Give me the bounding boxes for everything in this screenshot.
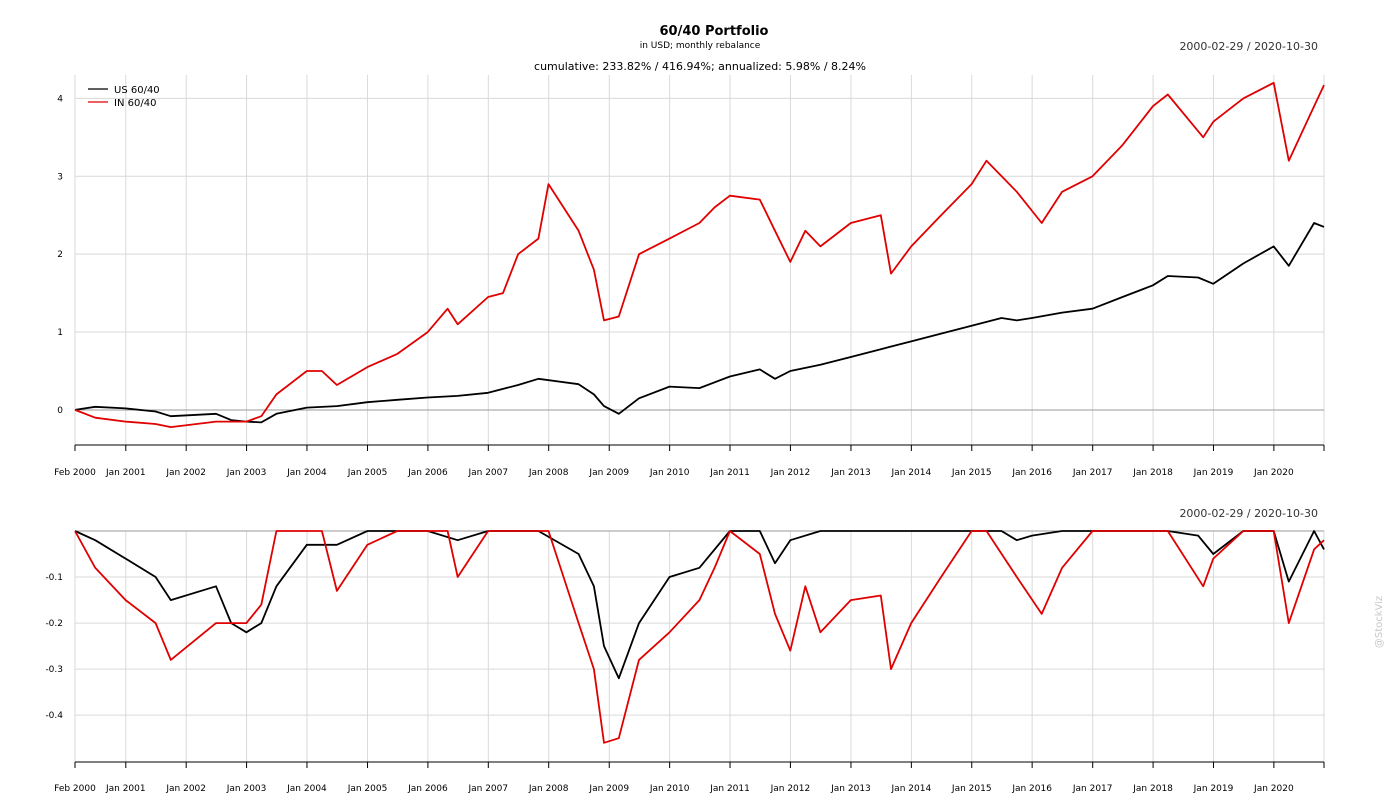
x-tick-label: Jan 2017 [1072,784,1113,794]
x-tick-label: Jan 2013 [830,468,871,478]
bottom-grid [74,530,1325,762]
drawdown-panel: Feb 2000 Jan 2001 Jan 2002 Jan 2003 Jan 2004… [45,530,1325,794]
x-tick-label: Jan 2020 [1253,784,1294,794]
x-tick-label: Jan 2005 [347,468,388,478]
date-range-top: 2000-02-29 / 2020-10-30 [1179,40,1318,53]
x-tick-label: Jan 2003 [226,468,267,478]
bottom-y-axis: -0.1 -0.2 -0.3 -0.4 [45,573,63,721]
legend-label-in: IN 60/40 [114,98,156,109]
y-tick-label: 0 [57,406,63,416]
x-tick-label: Jan 2001 [105,468,146,478]
x-tick-label: Jan 2006 [407,468,448,478]
x-tick-label: Jan 2020 [1253,468,1294,478]
series-line-in-60-40 [74,81,1325,429]
x-tick-label: Jan 2019 [1193,784,1234,794]
top-grid [74,75,1325,445]
x-tick-label: Feb 2000 [54,468,96,478]
x-tick-label: Jan 2018 [1132,784,1173,794]
x-tick-label: Jan 2009 [588,784,629,794]
bottom-x-axis: Feb 2000 Jan 2001 Jan 2002 Jan 2003 Jan 2004… [54,761,1325,794]
legend: US 60/40 IN 60/40 [88,85,160,109]
chart-title: 60/40 Portfolio [660,24,769,39]
x-tick-label: Jan 2015 [951,784,992,794]
x-tick-label: Jan 2007 [467,784,508,794]
x-tick-label: Feb 2000 [54,784,96,794]
cumulative-returns-panel: Feb 2000 Jan 2001 Jan 2002 Jan 2003 Jan 2004… [54,75,1325,478]
x-tick-label: Jan 2014 [891,468,932,478]
x-tick-label: Jan 2001 [105,784,146,794]
x-tick-label: Jan 2005 [347,784,388,794]
x-tick-label: Jan 2008 [528,468,569,478]
x-tick-label: Jan 2004 [286,784,327,794]
watermark: @StockViz [1374,596,1385,648]
y-tick-label: 3 [57,172,63,182]
top-x-axis: Feb 2000 Jan 2001 Jan 2002 Jan 2003 Jan 2004… [54,444,1325,478]
x-tick-label: Jan 2006 [407,784,448,794]
x-tick-label: Jan 2016 [1011,784,1052,794]
x-tick-label: Jan 2015 [951,468,992,478]
x-tick-label: Jan 2019 [1193,468,1234,478]
x-tick-label: Jan 2008 [528,784,569,794]
x-tick-label: Jan 2004 [286,468,327,478]
x-tick-label: Jan 2003 [226,784,267,794]
series-line-in-60-40 [74,530,1325,744]
x-tick-label: Jan 2011 [709,784,750,794]
y-tick-label: -0.2 [45,619,63,629]
y-tick-label: 1 [57,328,63,338]
y-tick-label: -0.1 [45,573,63,583]
bottom-series-lines [74,530,1325,744]
y-tick-label: -0.4 [45,711,63,721]
x-tick-label: Jan 2009 [588,468,629,478]
y-tick-label: -0.3 [45,665,63,675]
y-tick-label: 4 [57,94,63,104]
top-series-lines [74,81,1325,429]
chart-subtitle: in USD; monthly rebalance [640,41,761,51]
x-tick-label: Jan 2012 [770,468,811,478]
x-tick-label: Jan 2002 [165,468,206,478]
x-tick-label: Jan 2012 [770,784,811,794]
y-tick-label: 2 [57,250,63,260]
series-line-us-60-40 [74,222,1325,424]
x-tick-label: Jan 2016 [1011,468,1052,478]
date-range-bottom: 2000-02-29 / 2020-10-30 [1179,507,1318,520]
x-tick-label: Jan 2010 [649,784,690,794]
x-tick-label: Jan 2018 [1132,468,1173,478]
x-tick-label: Jan 2010 [649,468,690,478]
x-tick-label: Jan 2007 [467,468,508,478]
top-y-axis: 0 1 2 3 4 [57,94,63,416]
series-line-us-60-40 [74,530,1325,680]
x-tick-label: Jan 2002 [165,784,206,794]
x-tick-label: Jan 2013 [830,784,871,794]
x-tick-label: Jan 2011 [709,468,750,478]
stats-line: cumulative: 233.82% / 416.94%; annualize… [534,60,866,73]
x-tick-label: Jan 2017 [1072,468,1113,478]
legend-label-us: US 60/40 [114,85,160,96]
x-tick-label: Jan 2014 [891,784,932,794]
